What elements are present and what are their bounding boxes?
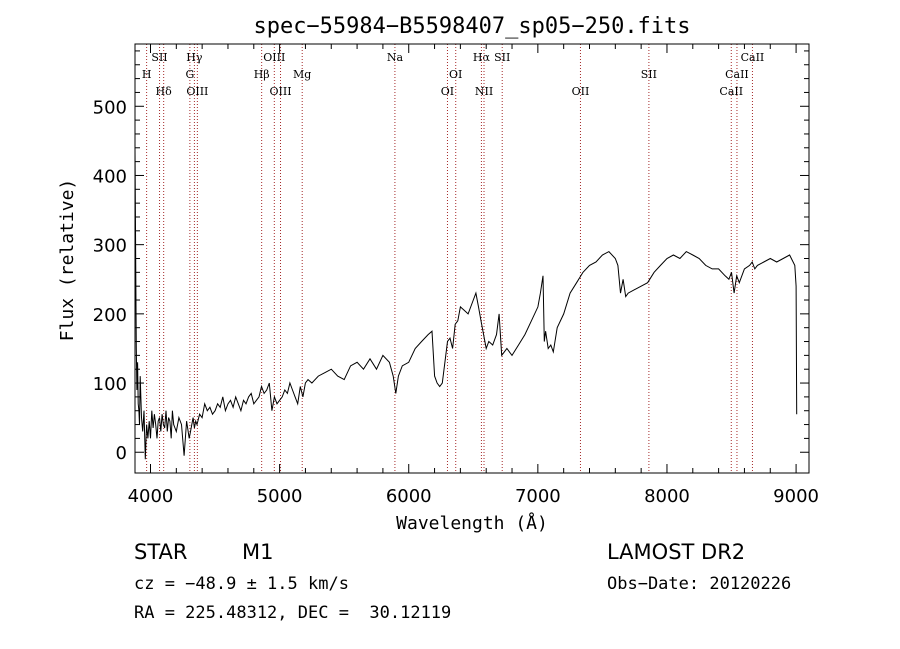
line-label: NII [475, 85, 493, 98]
plot-frame [134, 43, 810, 474]
survey-name: LAMOST DR2 [607, 540, 746, 564]
y-tick-label: 500 [93, 97, 127, 118]
line-label: SII [494, 51, 510, 64]
y-tick-label: 200 [93, 305, 127, 326]
y-tick-label: 300 [93, 236, 127, 257]
x-tick-label: 8000 [644, 486, 690, 507]
y-tick-label: 100 [93, 374, 127, 395]
line-label: OII [572, 85, 590, 98]
chart-title: spec−55984−B5598407_sp05−250.fits [253, 14, 690, 39]
y-tick-label: 0 [116, 443, 127, 464]
line-label: Hβ [254, 68, 270, 81]
y-axis-label: Flux (relative) [57, 179, 78, 342]
y-tick-label: 400 [93, 166, 127, 187]
y-axis: 0 100 200 300 400 500 [93, 50, 809, 464]
x-tick-label: 9000 [773, 486, 819, 507]
line-label: OIII [186, 85, 208, 98]
line-label: SII [641, 68, 657, 81]
line-label: CaII [741, 51, 765, 64]
line-label: OIII [269, 85, 291, 98]
line-label: Hα [473, 51, 491, 64]
spectrum-line [134, 147, 798, 460]
line-label: Hδ [156, 85, 173, 98]
line-label: OIII [263, 51, 285, 64]
x-axis-label: Wavelength (Å) [396, 512, 548, 534]
redshift-text: cz = −48.9 ± 1.5 km/s [134, 574, 349, 594]
line-label: CaII [725, 68, 749, 81]
object-subclass: M1 [242, 540, 274, 564]
x-tick-label: 6000 [386, 486, 432, 507]
line-label: H [142, 68, 152, 81]
x-tick-label: 7000 [515, 486, 561, 507]
x-tick-label: 5000 [257, 486, 303, 507]
line-label: OI [449, 68, 462, 81]
x-tick-label: 4000 [128, 486, 174, 507]
line-label: Hγ [186, 51, 203, 64]
obs-date-text: Obs−Date: 20120226 [607, 574, 792, 594]
line-annotations: HSIIHδHγGOIIIHβOIIIOIIIMgNaOIOIHαNIISIIO… [142, 44, 764, 473]
line-label: Mg [293, 68, 311, 81]
line-label: CaII [719, 85, 743, 98]
line-label: OI [441, 85, 454, 98]
line-label: Na [387, 51, 404, 64]
object-class: STAR [134, 540, 188, 564]
line-label: G [185, 68, 194, 81]
line-label: SII [151, 51, 167, 64]
x-axis: 4000 5000 6000 7000 8000 9000 [128, 44, 819, 507]
coordinates-text: RA = 225.48312, DEC = 30.12119 [134, 603, 452, 623]
